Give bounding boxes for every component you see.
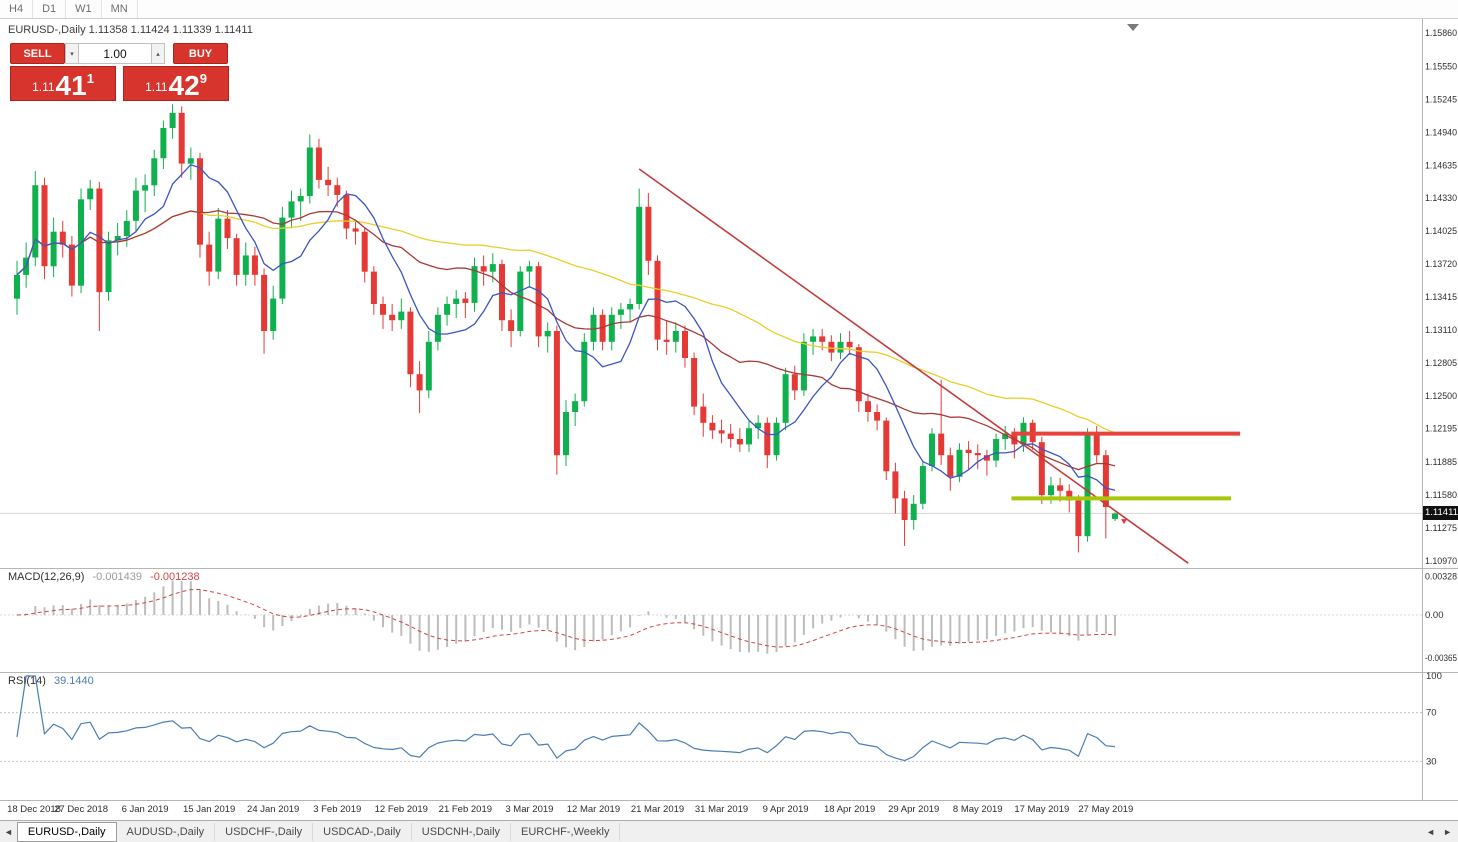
- svg-text:8 May 2019: 8 May 2019: [953, 804, 1003, 815]
- svg-text:-0.00365: -0.00365: [1425, 653, 1457, 664]
- svg-text:30: 30: [1426, 756, 1437, 767]
- rsi-value: 39.1440: [53, 675, 94, 687]
- rsi-line: [16, 675, 1116, 762]
- svg-text:1.11580: 1.11580: [1425, 490, 1457, 501]
- svg-text:1.13110: 1.13110: [1425, 325, 1457, 336]
- svg-text:18 Apr 2019: 18 Apr 2019: [824, 804, 875, 815]
- svg-text:1.13720: 1.13720: [1425, 259, 1457, 270]
- moving-average-50: [16, 210, 1116, 434]
- svg-text:29 Apr 2019: 29 Apr 2019: [888, 804, 939, 815]
- buy-button[interactable]: BUY: [173, 43, 228, 64]
- svg-text:12 Feb 2019: 12 Feb 2019: [375, 804, 428, 815]
- buy-price-button[interactable]: 1.11 42 9: [123, 66, 229, 101]
- macd-main-value: -0.001439: [92, 571, 143, 583]
- svg-text:1.10970: 1.10970: [1425, 556, 1457, 567]
- buy-price-main: 42: [168, 69, 200, 101]
- tab-usdcnh-daily[interactable]: USDCNH-,Daily: [412, 822, 512, 841]
- rsi-name: RSI(14): [8, 675, 46, 687]
- volume-dropdown-caret-icon[interactable]: ▾: [65, 43, 79, 64]
- svg-text:1.13415: 1.13415: [1425, 292, 1457, 303]
- svg-text:70: 70: [1426, 708, 1437, 719]
- svg-text:1.12805: 1.12805: [1425, 358, 1457, 369]
- svg-text:1.12195: 1.12195: [1425, 424, 1457, 435]
- macd-signal-value: -0.001238: [150, 571, 200, 583]
- sell-price-prefix: 1.11: [32, 80, 55, 94]
- svg-text:12 Mar 2019: 12 Mar 2019: [567, 804, 620, 815]
- svg-text:0.00: 0.00: [1425, 610, 1444, 621]
- timeframe-button-mn[interactable]: MN: [102, 0, 138, 18]
- current-price-tag: 1.11411: [1423, 506, 1458, 520]
- svg-text:1.11275: 1.11275: [1425, 523, 1457, 534]
- tab-scroll-left-icon[interactable]: ◄: [4, 826, 13, 837]
- svg-text:100: 100: [1426, 671, 1442, 682]
- timeframe-button-w1[interactable]: W1: [66, 0, 102, 18]
- svg-text:0.00328: 0.00328: [1425, 571, 1457, 582]
- macd-axis[interactable]: 0.00328 0.00 -0.00365: [1425, 571, 1457, 664]
- panel-separators: [0, 19, 1458, 801]
- macd-indicator-label: MACD(12,26,9) -0.001439 -0.001238: [8, 571, 200, 583]
- trade-panel-top-row: SELL ▾ ▴ BUY: [10, 43, 229, 64]
- svg-text:27 Dec 2018: 27 Dec 2018: [54, 804, 108, 815]
- svg-text:1.15245: 1.15245: [1425, 94, 1457, 105]
- svg-text:3 Feb 2019: 3 Feb 2019: [313, 804, 361, 815]
- svg-text:1.12500: 1.12500: [1425, 391, 1457, 402]
- tab-eurchf-weekly[interactable]: EURCHF-,Weekly: [511, 822, 621, 841]
- trade-panel-price-row: 1.11 41 1 1.11 42 9: [10, 66, 229, 101]
- timeframe-button-d1[interactable]: D1: [33, 0, 67, 18]
- svg-text:6 Jan 2019: 6 Jan 2019: [122, 804, 169, 815]
- moving-average-8: [16, 164, 1116, 491]
- svg-text:1.15550: 1.15550: [1425, 61, 1457, 72]
- svg-text:17 May 2019: 17 May 2019: [1014, 804, 1069, 815]
- timeframe-button-h4[interactable]: H4: [0, 0, 34, 18]
- svg-text:31 Mar 2019: 31 Mar 2019: [695, 804, 748, 815]
- tab-audusd-daily[interactable]: AUDUSD-,Daily: [117, 822, 216, 841]
- svg-text:1.14330: 1.14330: [1425, 193, 1457, 204]
- volume-up-caret-icon[interactable]: ▴: [151, 43, 165, 64]
- one-click-trading-panel: SELL ▾ ▴ BUY 1.11 41 1 1.11 42 9: [10, 43, 229, 101]
- timeframe-toolbar: H4 D1 W1 MN: [0, 0, 1458, 19]
- tab-eurusd-daily[interactable]: EURUSD-,Daily: [16, 821, 117, 842]
- svg-text:21 Feb 2019: 21 Feb 2019: [439, 804, 492, 815]
- sell-price-button[interactable]: 1.11 41 1: [10, 66, 116, 101]
- chart-shift-marker-icon[interactable]: [1127, 24, 1139, 31]
- chart-ohlc-header: EURUSD-,Daily 1.11358 1.11424 1.11339 1.…: [8, 24, 253, 36]
- rsi-level-lines: [0, 712, 1422, 762]
- sell-button[interactable]: SELL: [10, 43, 65, 64]
- tab-scroll-next-icon[interactable]: ►: [1443, 826, 1452, 837]
- sell-arrow-marker-icon: [1121, 519, 1127, 525]
- chart-tab-bar: ◄ EURUSD-,Daily AUDUSD-,Daily USDCHF-,Dail…: [0, 820, 1458, 842]
- macd-name: MACD(12,26,9): [8, 571, 85, 583]
- svg-text:1.15860: 1.15860: [1425, 28, 1457, 39]
- buy-price-prefix: 1.11: [145, 80, 168, 94]
- candlesticks: [14, 104, 1118, 553]
- svg-text:1.14635: 1.14635: [1425, 160, 1457, 171]
- svg-text:18 Dec 2018: 18 Dec 2018: [7, 804, 61, 815]
- moving-average-21: [16, 209, 1116, 471]
- svg-text:27 May 2019: 27 May 2019: [1078, 804, 1133, 815]
- tab-usdcad-daily[interactable]: USDCAD-,Daily: [313, 822, 412, 841]
- tab-scroll-prev-icon[interactable]: ◄: [1426, 826, 1436, 837]
- tab-usdchf-daily[interactable]: USDCHF-,Daily: [215, 822, 314, 841]
- svg-text:24 Jan 2019: 24 Jan 2019: [247, 804, 299, 815]
- svg-text:1.14940: 1.14940: [1425, 127, 1457, 138]
- sell-price-superscript: 1: [86, 71, 94, 86]
- rsi-indicator-label: RSI(14) 39.1440: [8, 675, 94, 687]
- volume-input[interactable]: [79, 43, 151, 64]
- macd-signal-line: [16, 589, 1116, 648]
- svg-text:15 Jan 2019: 15 Jan 2019: [183, 804, 235, 815]
- price-axis[interactable]: 1.15860 1.15550 1.15245 1.14940 1.14635 1.143…: [1425, 28, 1457, 567]
- svg-text:21 Mar 2019: 21 Mar 2019: [631, 804, 684, 815]
- svg-text:3 Mar 2019: 3 Mar 2019: [505, 804, 553, 815]
- sell-price-main: 41: [55, 69, 87, 101]
- svg-text:1.11885: 1.11885: [1425, 457, 1457, 468]
- macd-histogram: [25, 580, 1116, 654]
- rsi-axis[interactable]: 100 70 30: [1426, 671, 1442, 767]
- svg-text:1.14025: 1.14025: [1425, 226, 1457, 237]
- buy-price-superscript: 9: [199, 71, 207, 86]
- chart-tabs: EURUSD-,Daily AUDUSD-,Daily USDCHF-,Daily U…: [16, 821, 621, 842]
- svg-text:9 Apr 2019: 9 Apr 2019: [763, 804, 809, 815]
